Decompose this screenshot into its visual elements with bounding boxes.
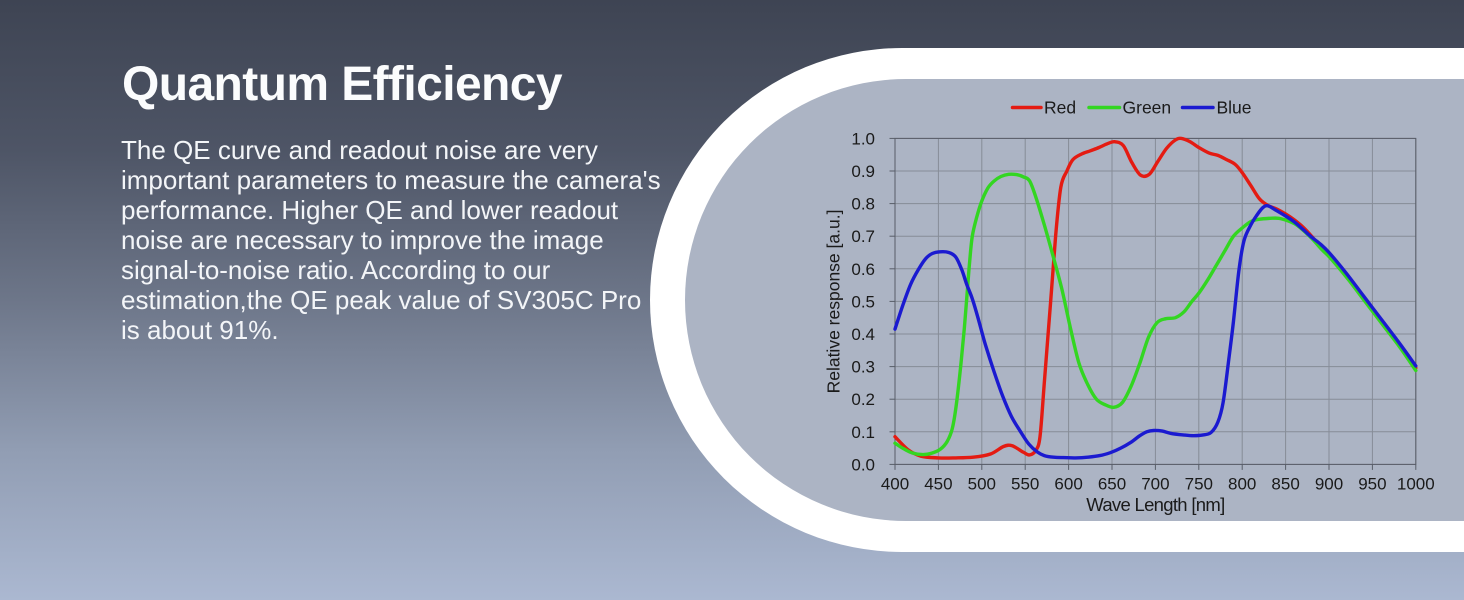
svg-text:750: 750 — [1185, 474, 1213, 493]
svg-text:950: 950 — [1358, 474, 1386, 493]
svg-text:0.9: 0.9 — [851, 162, 875, 181]
svg-text:650: 650 — [1098, 474, 1126, 493]
svg-text:0.7: 0.7 — [851, 227, 875, 246]
svg-text:600: 600 — [1054, 474, 1082, 493]
svg-text:700: 700 — [1141, 474, 1169, 493]
svg-text:0.2: 0.2 — [851, 390, 875, 409]
svg-text:850: 850 — [1271, 474, 1299, 493]
svg-text:400: 400 — [881, 474, 909, 493]
svg-text:0.4: 0.4 — [851, 325, 875, 344]
svg-text:450: 450 — [924, 474, 952, 493]
svg-text:500: 500 — [968, 474, 996, 493]
svg-text:Relative response [a.u.]: Relative response [a.u.] — [824, 210, 844, 394]
svg-text:0.0: 0.0 — [851, 455, 875, 474]
svg-text:Wave Length [nm]: Wave Length [nm] — [1086, 494, 1224, 515]
svg-text:0.1: 0.1 — [851, 423, 875, 442]
svg-text:0.6: 0.6 — [851, 260, 875, 279]
svg-text:Blue: Blue — [1217, 98, 1252, 118]
svg-text:0.3: 0.3 — [851, 358, 875, 377]
svg-text:800: 800 — [1228, 474, 1256, 493]
svg-text:1.0: 1.0 — [851, 129, 875, 148]
svg-text:0.5: 0.5 — [851, 292, 875, 311]
svg-text:900: 900 — [1315, 474, 1343, 493]
svg-text:Green: Green — [1123, 98, 1172, 118]
svg-text:Red: Red — [1044, 98, 1076, 118]
svg-text:1000: 1000 — [1397, 474, 1435, 493]
svg-text:550: 550 — [1011, 474, 1039, 493]
svg-text:0.8: 0.8 — [851, 195, 875, 214]
